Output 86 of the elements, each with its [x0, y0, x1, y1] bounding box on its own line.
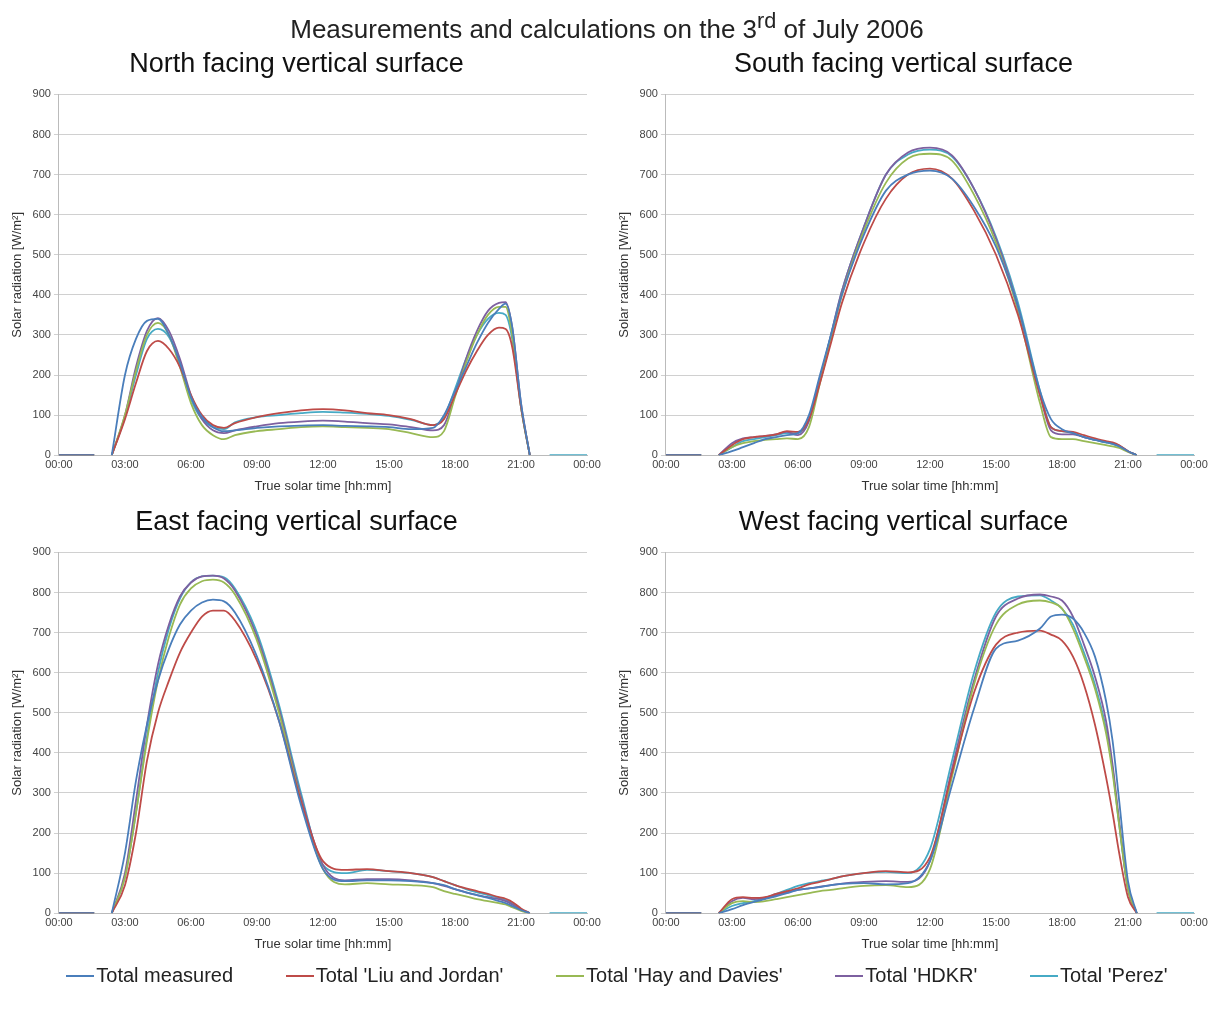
- x-tick-label: 06:00: [784, 457, 812, 470]
- y-tick-label: 200: [32, 368, 51, 381]
- y-tick-label: 500: [32, 247, 51, 260]
- x-tick-label: 21:00: [507, 915, 535, 928]
- y-tick-label: 900: [639, 545, 658, 558]
- y-tick-label: 600: [639, 665, 658, 678]
- y-tick-label: 300: [639, 327, 658, 340]
- y-axis-title: Solar radiation [W/m²]: [616, 211, 632, 338]
- y-tick-label: 200: [639, 368, 658, 381]
- x-tick-label: 18:00: [441, 915, 469, 928]
- y-tick-label: 600: [32, 207, 51, 220]
- y-tick-label: 400: [639, 745, 658, 758]
- x-tick-label: 21:00: [507, 457, 535, 470]
- x-axis-title: True solar time [hh:mm]: [254, 935, 392, 951]
- chart-title: West facing vertical surface: [738, 505, 1069, 536]
- legend-label: Total 'Perez': [1059, 964, 1168, 987]
- y-tick-label: 100: [639, 408, 658, 421]
- x-tick-label: 15:00: [982, 915, 1010, 928]
- y-tick-label: 200: [32, 826, 51, 839]
- x-tick-label: 00:00: [1180, 915, 1208, 928]
- x-tick-label: 00:00: [1180, 457, 1208, 470]
- y-tick-label: 800: [32, 585, 51, 598]
- y-tick-label: 100: [32, 408, 51, 421]
- x-tick-label: 09:00: [243, 457, 271, 470]
- x-tick-label: 03:00: [111, 915, 139, 928]
- y-tick-label: 900: [639, 87, 658, 100]
- y-tick-label: 300: [32, 785, 51, 798]
- x-tick-label: 09:00: [850, 915, 878, 928]
- x-tick-label: 09:00: [243, 915, 271, 928]
- x-tick-label: 21:00: [1114, 915, 1142, 928]
- x-tick-label: 06:00: [177, 457, 205, 470]
- text: Measurements and calculations on the 3$^{rd}$ of July 2006: [289, 8, 925, 45]
- legend-label: Total 'Hay and Davies': [586, 964, 783, 987]
- x-tick-label: 12:00: [916, 457, 944, 470]
- x-tick-label: 09:00: [850, 457, 878, 470]
- y-tick-label: 800: [639, 585, 658, 598]
- x-tick-label: 12:00: [309, 915, 337, 928]
- x-tick-label: 03:00: [718, 915, 746, 928]
- y-tick-label: 800: [639, 127, 658, 140]
- y-tick-label: 100: [32, 866, 51, 879]
- x-tick-label: 03:00: [718, 457, 746, 470]
- y-tick-label: 400: [32, 745, 51, 758]
- x-tick-label: 15:00: [982, 457, 1010, 470]
- y-tick-label: 800: [32, 127, 51, 140]
- x-tick-label: 00:00: [573, 915, 601, 928]
- y-tick-label: 500: [32, 705, 51, 718]
- y-axis-title: Solar radiation [W/m²]: [616, 669, 632, 796]
- y-tick-label: 700: [639, 167, 658, 180]
- y-tick-label: 700: [32, 625, 51, 638]
- legend-label: Total 'HDKR': [865, 964, 978, 987]
- y-tick-label: 300: [32, 327, 51, 340]
- x-tick-label: 15:00: [375, 915, 403, 928]
- legend-label: Total 'Liu and Jordan': [315, 964, 504, 987]
- y-tick-label: 500: [639, 247, 658, 260]
- x-tick-label: 18:00: [1048, 915, 1076, 928]
- chart-title: North facing vertical surface: [129, 47, 464, 78]
- y-axis-title: Solar radiation [W/m²]: [9, 669, 25, 796]
- y-axis-title: Solar radiation [W/m²]: [9, 211, 25, 338]
- x-tick-label: 12:00: [309, 457, 337, 470]
- x-axis-title: True solar time [hh:mm]: [861, 935, 999, 951]
- x-axis-title: True solar time [hh:mm]: [254, 477, 392, 493]
- y-tick-label: 300: [639, 785, 658, 798]
- chart-title: East facing vertical surface: [135, 505, 458, 536]
- x-tick-label: 18:00: [441, 457, 469, 470]
- chart-title: South facing vertical surface: [733, 47, 1074, 78]
- y-tick-label: 600: [639, 207, 658, 220]
- y-tick-label: 700: [32, 167, 51, 180]
- x-axis-title: True solar time [hh:mm]: [861, 477, 999, 493]
- x-tick-label: 06:00: [177, 915, 205, 928]
- y-tick-label: 700: [639, 625, 658, 638]
- x-tick-label: 03:00: [111, 457, 139, 470]
- y-tick-label: 600: [32, 665, 51, 678]
- y-tick-label: 900: [32, 545, 51, 558]
- y-tick-label: 500: [639, 705, 658, 718]
- x-tick-label: 21:00: [1114, 457, 1142, 470]
- x-tick-label: 06:00: [784, 915, 812, 928]
- x-tick-label: 00:00: [573, 457, 601, 470]
- y-tick-label: 400: [32, 287, 51, 300]
- y-tick-label: 900: [32, 87, 51, 100]
- y-tick-label: 200: [639, 826, 658, 839]
- y-tick-label: 400: [639, 287, 658, 300]
- legend-label: Total measured: [96, 964, 234, 987]
- y-tick-label: 100: [639, 866, 658, 879]
- x-tick-label: 18:00: [1048, 457, 1076, 470]
- x-tick-label: 12:00: [916, 915, 944, 928]
- x-tick-label: 15:00: [375, 457, 403, 470]
